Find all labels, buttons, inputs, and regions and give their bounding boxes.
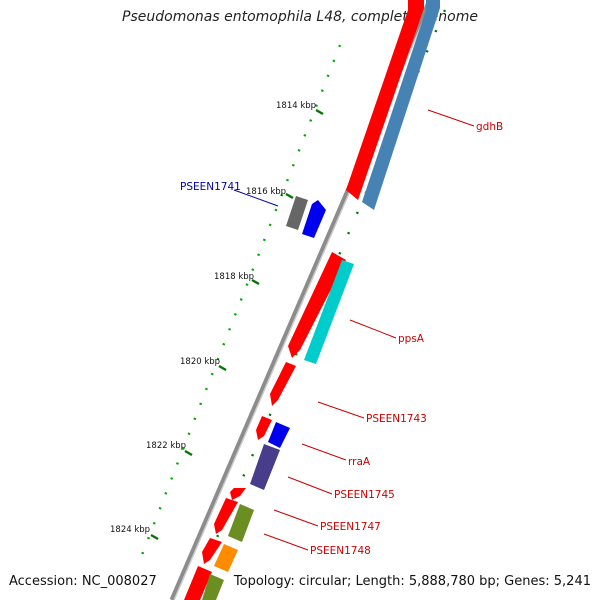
scale-label-1822: 1822 kbp <box>146 441 186 451</box>
feature-red-1747 <box>214 498 238 534</box>
feature-PSEEN1748 <box>214 544 238 572</box>
leader-PSEEN1741 <box>233 189 279 207</box>
feature-track-forward <box>184 0 424 600</box>
scale-major-ticks <box>150 108 324 541</box>
scale-label-1818: 1818 kbp <box>214 272 254 282</box>
gene-label-rraA[interactable]: rraA <box>348 456 371 468</box>
feature-gray-1741 <box>286 196 308 230</box>
feature-gdhB-neighbor <box>346 0 424 200</box>
feature-red-bottom <box>184 566 212 600</box>
feature-PSEEN1747 <box>228 504 254 542</box>
scale-label-1816: 1816 kbp <box>246 187 286 197</box>
feature-ppsA-red <box>288 252 346 358</box>
feature-red-1748 <box>202 538 222 564</box>
gene-labels: gdhB PSEEN1741 ppsA PSEEN1743 rraA PSEEN… <box>180 121 503 557</box>
feature-red-rraA <box>256 416 272 440</box>
feature-olive-bottom <box>202 574 224 600</box>
feature-gdhB <box>362 0 440 210</box>
leader-PSEEN1743 <box>317 401 365 419</box>
accession-label: Accession: NC_008027 <box>9 574 157 589</box>
gene-label-PSEEN1745[interactable]: PSEEN1745 <box>334 489 395 501</box>
leader-PSEEN1748 <box>263 533 309 551</box>
gene-label-ppsA[interactable]: ppsA <box>398 333 425 345</box>
leader-PSEEN1747 <box>273 509 319 527</box>
feature-red-1743 <box>270 362 296 406</box>
feature-PSEEN1741 <box>302 200 326 238</box>
scale-label-1820: 1820 kbp <box>180 357 220 367</box>
tick-1824 <box>150 533 159 541</box>
feature-track-reverse <box>202 0 440 600</box>
gene-label-PSEEN1747[interactable]: PSEEN1747 <box>320 521 381 533</box>
feature-PSEEN1745 <box>250 444 280 490</box>
leader-PSEEN1745 <box>287 476 333 495</box>
scale-label-1824: 1824 kbp <box>110 525 150 535</box>
leader-ppsA <box>349 319 397 339</box>
tick-1816 <box>285 192 294 200</box>
feature-rraA <box>268 422 290 448</box>
gene-label-PSEEN1748[interactable]: PSEEN1748 <box>310 545 371 557</box>
gene-label-PSEEN1743[interactable]: PSEEN1743 <box>366 413 427 425</box>
leader-rraA <box>301 443 347 461</box>
tick-1818 <box>251 278 260 286</box>
feature-ppsA <box>304 260 354 364</box>
map-title: Pseudomonas entomophila L48, complete ge… <box>122 9 478 25</box>
tick-1822 <box>184 449 193 457</box>
gene-label-PSEEN1741[interactable]: PSEEN1741 <box>180 181 241 193</box>
feature-red-small <box>230 488 246 500</box>
scale-labels: 1814 kbp 1816 kbp 1818 kbp 1820 kbp 1822… <box>110 101 316 535</box>
scale-label-1814: 1814 kbp <box>276 101 316 111</box>
gene-label-gdhB[interactable]: gdhB <box>476 121 503 133</box>
topology-summary: Topology: circular; Length: 5,888,780 bp… <box>233 574 591 589</box>
tick-1814 <box>315 108 324 116</box>
leader-gdhB <box>427 109 475 127</box>
label-leader-lines <box>233 109 475 551</box>
tick-1820 <box>218 364 227 372</box>
